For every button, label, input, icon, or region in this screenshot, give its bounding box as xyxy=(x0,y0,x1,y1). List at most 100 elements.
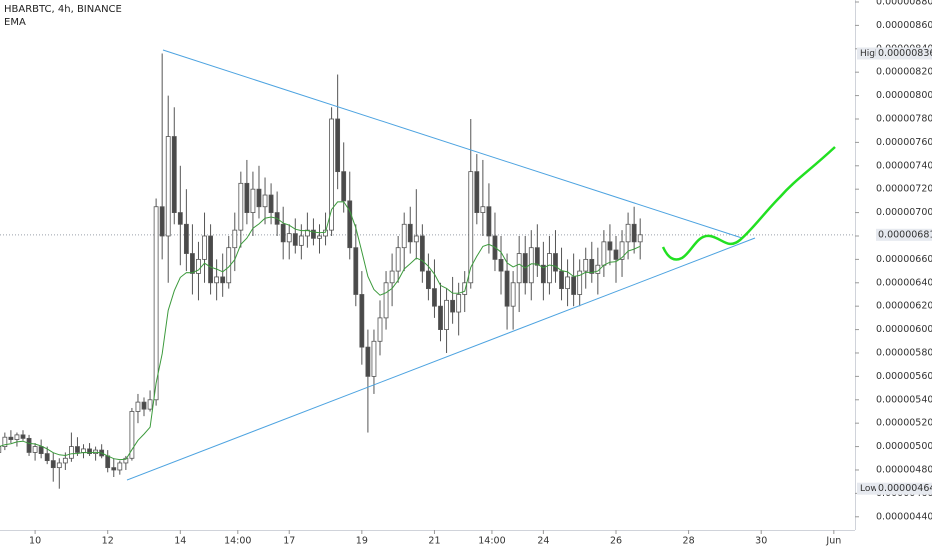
candle-body xyxy=(401,223,407,249)
candle-body xyxy=(123,457,129,464)
candle-body xyxy=(38,446,44,455)
marker-name: Low xyxy=(860,484,878,494)
candle-body xyxy=(335,118,341,173)
candle-body xyxy=(208,235,213,284)
x-tick-label: Jun xyxy=(825,536,841,547)
candle-body xyxy=(190,253,195,274)
marker-value: 0.00000464 xyxy=(878,483,932,494)
plot-area xyxy=(0,53,855,489)
candle-body xyxy=(244,182,250,213)
y-tick-label: 0.00000480 xyxy=(876,464,932,475)
candle-body xyxy=(510,282,516,307)
y-tick-label: 0.00000800 xyxy=(876,90,932,101)
candle-body xyxy=(456,294,462,313)
candle-body xyxy=(450,299,456,313)
x-tick-label: 28 xyxy=(683,536,695,547)
candle-body xyxy=(468,171,474,284)
marker-value: 0.00000681 xyxy=(878,229,932,240)
candle-body xyxy=(619,241,625,260)
candle-body xyxy=(583,258,589,272)
indicator-label: EMA xyxy=(4,17,26,28)
candle-body xyxy=(220,276,226,284)
candle-body xyxy=(601,241,607,266)
candle-body xyxy=(353,247,359,295)
candle-body xyxy=(534,247,540,266)
candle-body xyxy=(69,446,74,459)
candle-body xyxy=(637,234,643,243)
candle-body xyxy=(341,171,347,202)
candle-body xyxy=(371,340,377,377)
candle-body xyxy=(311,229,316,239)
candle-body xyxy=(214,276,220,284)
candle-body xyxy=(462,282,468,295)
candle-body xyxy=(20,434,26,439)
candle-body xyxy=(631,223,637,243)
candle-body xyxy=(165,136,171,237)
candle-body xyxy=(177,212,183,225)
candle-body xyxy=(8,436,14,440)
candle-body xyxy=(56,462,62,469)
y-tick-label: 0.00000640 xyxy=(876,277,932,288)
candle-body xyxy=(262,194,268,208)
candle-body xyxy=(183,223,189,254)
candle-body xyxy=(474,171,480,213)
candle-body xyxy=(329,118,334,231)
candle-body xyxy=(256,188,262,208)
y-tick-label: 0.00000880 xyxy=(876,0,932,7)
candle-body xyxy=(407,223,413,243)
y-tick-label: 0.00000860 xyxy=(876,20,932,31)
candle-body xyxy=(0,446,2,453)
candle-body xyxy=(571,276,577,295)
candle-body xyxy=(565,276,570,290)
candle-body xyxy=(62,457,68,464)
candle-body xyxy=(347,200,353,249)
y-tick-label: 0.00000720 xyxy=(876,184,932,195)
y-tick-label: 0.00000600 xyxy=(876,324,932,335)
candle-body xyxy=(395,247,401,272)
y-tick-label: 0.00000820 xyxy=(876,67,932,78)
candle-body xyxy=(286,233,292,243)
candle-body xyxy=(153,206,159,401)
candle-body xyxy=(81,448,86,453)
candle-body xyxy=(50,460,56,469)
x-tick-label: 24 xyxy=(537,536,549,547)
candle-body xyxy=(359,294,365,348)
candle-body xyxy=(444,299,449,330)
candle-body xyxy=(250,188,256,213)
candle-body xyxy=(202,235,207,260)
candle-body xyxy=(498,258,504,272)
chart-title: HBARBTC, 4h, BINANCE xyxy=(4,4,122,15)
candle-body xyxy=(419,235,425,272)
candle-body xyxy=(480,206,486,213)
y-tick-label: 0.00000660 xyxy=(876,254,932,265)
candle-body xyxy=(238,182,244,231)
x-tick-label: 17 xyxy=(283,536,295,547)
y-tick-label: 0.00000520 xyxy=(876,418,932,429)
candle-body xyxy=(553,253,558,272)
candle-body xyxy=(14,434,20,440)
marker-name: High xyxy=(860,49,881,59)
candle-body xyxy=(607,241,613,251)
candle-body xyxy=(383,282,389,319)
x-tick-label: 14 xyxy=(174,536,186,547)
lower-trend-line xyxy=(126,237,756,481)
candle-body xyxy=(625,223,631,243)
candle-body xyxy=(87,448,92,455)
candle-body xyxy=(559,270,564,290)
x-tick-label: 12 xyxy=(102,536,114,547)
y-tick-label: 0.00000780 xyxy=(876,113,932,124)
candle-body xyxy=(111,467,117,471)
candle-body xyxy=(365,346,371,377)
candle-body xyxy=(298,235,304,246)
candle-body xyxy=(105,455,111,469)
marker-value-box xyxy=(876,47,932,60)
candle-body xyxy=(171,136,177,213)
y-tick-label: 0.00000500 xyxy=(876,441,932,452)
projection-path xyxy=(661,146,836,261)
candle-body xyxy=(577,270,583,295)
candle-body xyxy=(44,453,50,462)
candle-body xyxy=(196,258,201,274)
y-tick-label: 0.00000580 xyxy=(876,347,932,358)
